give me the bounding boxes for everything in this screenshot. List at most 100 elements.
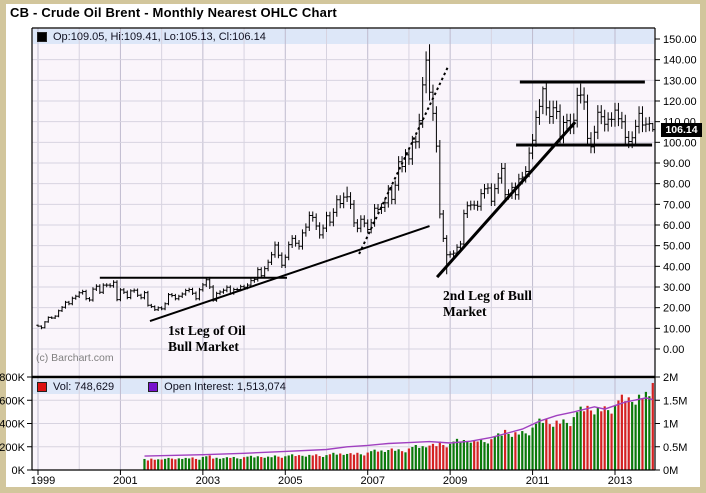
price-axis-tick-label: 10.00 <box>663 323 691 335</box>
volume-bar <box>163 458 167 470</box>
x-axis-tick-label: 2005 <box>278 475 302 487</box>
volume-bar <box>150 458 153 470</box>
volume-bar <box>521 431 524 470</box>
volume-bar <box>497 433 500 470</box>
volume-bar <box>181 458 184 470</box>
volume-bar <box>431 443 435 470</box>
volume-bar <box>552 426 555 470</box>
volume-bar <box>586 405 589 470</box>
volume-bar <box>174 459 177 470</box>
volume-bar <box>607 410 610 470</box>
ohlc-bar <box>307 211 312 231</box>
ohlc-bar <box>273 241 277 258</box>
volume-bar <box>280 457 283 470</box>
ohlc-bar <box>321 224 325 239</box>
volume-bar <box>342 454 345 470</box>
ohlc-bar <box>606 112 610 132</box>
ohlc-bar <box>163 302 167 311</box>
volume-bar <box>469 442 472 470</box>
ohlc-bar <box>554 100 559 120</box>
price-axis-tick-label: 50.00 <box>663 241 691 253</box>
volume-bar <box>170 458 174 470</box>
ohlc-bar <box>63 300 68 309</box>
x-axis-tick-label: 1999 <box>31 475 55 487</box>
ohlc-bar <box>647 116 652 132</box>
volume-bar <box>301 455 304 470</box>
volume-bar <box>291 454 294 470</box>
ohlc-bar <box>565 113 569 130</box>
ohlc-bar <box>469 200 473 211</box>
volume-bar <box>452 441 455 470</box>
volume-bar <box>352 454 356 470</box>
volume-pane-bg <box>32 379 655 470</box>
volume-bar <box>490 439 493 470</box>
volume-bar <box>627 397 630 470</box>
volume-bar <box>442 445 445 470</box>
chart-title: CB - Crude Oil Brent - Monthly Nearest O… <box>10 5 337 20</box>
ohlc-bar <box>208 276 212 289</box>
volume-bar <box>273 455 277 470</box>
ohlc-bar <box>438 140 442 219</box>
ohlc-bar <box>293 235 298 247</box>
volume-bar <box>212 458 215 470</box>
volume-bar <box>593 414 596 470</box>
volume-bar <box>208 455 211 470</box>
volume-bar <box>339 453 342 470</box>
ohlc-bar <box>383 198 387 212</box>
price-axis-tick-label: 20.00 <box>663 303 691 315</box>
price-axis-tick-label: 100.00 <box>663 137 697 149</box>
volume-bar <box>493 436 496 470</box>
volume-bar <box>613 405 617 470</box>
volume-axis-left-tick-label: 200K <box>0 442 26 454</box>
volume-axis-right-tick-label: 0M <box>663 465 678 477</box>
volume-bar <box>256 456 259 470</box>
ohlc-bar <box>475 200 480 211</box>
volume-bar <box>397 449 400 470</box>
volume-bar <box>321 456 325 470</box>
volume-bar <box>473 440 476 470</box>
volume-bar <box>332 452 335 470</box>
volume-bar <box>534 423 538 470</box>
ohlc-bar <box>352 200 356 227</box>
ohlc-bar <box>98 284 102 294</box>
ohlc-bar <box>431 84 435 121</box>
ohlc-bar <box>311 211 315 222</box>
price-axis-tick-label: 120.00 <box>663 96 697 108</box>
volume-bar <box>318 456 321 470</box>
volume-bar <box>600 411 603 470</box>
volume-bar <box>541 422 544 470</box>
volume-bar <box>294 456 297 470</box>
ohlc-bar <box>139 293 143 300</box>
volume-bar <box>253 457 256 470</box>
volume-bar <box>438 441 441 470</box>
x-axis-tick-label: 2009 <box>443 475 467 487</box>
volume-bar <box>198 459 201 470</box>
ohlc-bar <box>578 83 583 104</box>
ohlc-bar <box>108 283 112 288</box>
ohlc-bar <box>115 280 119 302</box>
ohlc-bar <box>156 306 160 311</box>
volume-bar <box>242 457 246 470</box>
volume-bar <box>215 457 218 470</box>
volume-bar <box>507 433 510 470</box>
ohlc-bar <box>300 229 305 250</box>
ohlc-bar <box>269 251 274 265</box>
ohlc-bar <box>266 259 270 272</box>
ohlc-bar <box>424 51 428 94</box>
volume-bar <box>407 448 411 470</box>
volume-bar <box>500 435 503 470</box>
copyright-label: (c) Barchart.com <box>36 352 114 364</box>
ohlc-bar <box>623 114 627 145</box>
x-axis-tick-label: 2013 <box>608 475 632 487</box>
ohlc-bar <box>194 291 198 301</box>
ohlc-bar <box>104 283 109 288</box>
ohlc-bar <box>39 325 44 330</box>
ohlc-bar <box>366 219 370 234</box>
volume-bar <box>503 429 507 470</box>
volume-bar <box>311 455 314 470</box>
ohlc-bar <box>640 106 645 133</box>
ohlc-bar <box>544 81 549 116</box>
volume-bar <box>514 432 517 470</box>
ohlc-bar <box>362 215 366 228</box>
ohlc-bar <box>283 254 287 268</box>
